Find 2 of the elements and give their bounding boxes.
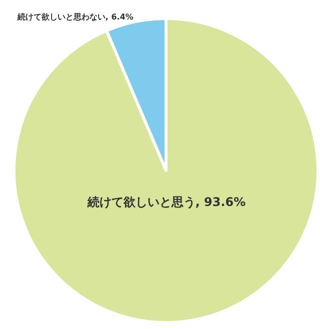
slice-label: 続けて欲しいと思う, 93.6% (86, 194, 246, 209)
slice-label: 続けて欲しいと思わない, 6.4% (16, 12, 134, 22)
